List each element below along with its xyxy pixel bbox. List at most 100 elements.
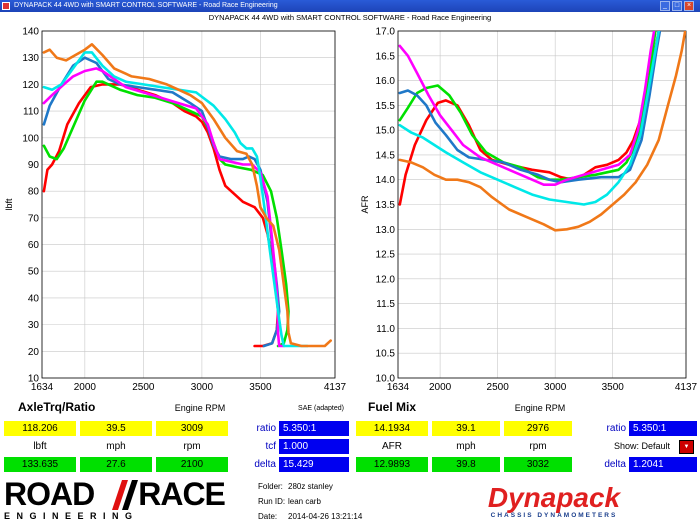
rre-logo-subtitle: ENGINEERING — [4, 511, 139, 521]
left-panel-heading: AxleTrq/Ratio — [18, 400, 96, 414]
right-delta-label: delta — [604, 459, 626, 470]
run-id-value: lean carb — [288, 497, 321, 506]
right-value2-mph: 39.8 — [432, 457, 500, 472]
left-unit-lbft: lbft — [33, 441, 47, 452]
torque-series-line-1 — [42, 83, 280, 348]
afr-y-tick-label: 12.5 — [376, 250, 396, 261]
run-id-label: Run ID: — [258, 497, 286, 506]
app-icon — [2, 2, 10, 10]
right-value2-rpm: 3032 — [504, 457, 572, 472]
afr-y-tick-label: 10.0 — [376, 374, 396, 385]
right-x-axis-label: Engine RPM — [514, 403, 566, 413]
afr-y-tick-label: 14.5 — [376, 150, 396, 161]
right-unit-afr: AFR — [382, 441, 402, 452]
afr-y-tick-label: 15.5 — [376, 101, 396, 112]
minimize-button[interactable]: _ — [660, 1, 670, 11]
tcf-label: tcf — [265, 441, 276, 452]
torque-y-axis-label: lbft — [4, 198, 14, 211]
dynapack-subtitle: CHASSIS DYNAMOMETERS — [490, 512, 618, 519]
torque-series-line-6 — [42, 43, 332, 348]
torque-y-tick-label: 120 — [22, 80, 39, 91]
close-icon: × — [686, 2, 692, 9]
date-value: 2014-04-26 13:21:14 — [288, 512, 363, 521]
torque-y-tick-label: 80 — [28, 187, 40, 198]
torque-x-tick-label: 3500 — [249, 382, 272, 393]
afr-x-tick-label: 3000 — [544, 382, 567, 393]
right-value-mph: 39.1 — [432, 421, 500, 436]
close-button[interactable]: × — [684, 1, 694, 11]
torque-y-tick-label: 140 — [22, 27, 39, 38]
maximize-button[interactable]: □ — [672, 1, 682, 11]
right-panel-heading: Fuel Mix — [368, 400, 417, 414]
afr-x-tick-label: 4137 — [675, 382, 698, 393]
afr-y-tick-label: 13.0 — [376, 225, 396, 236]
afr-y-tick-label: 17.0 — [376, 27, 396, 38]
dynapack-logo: Dynapack CHASSIS DYNAMOMETERS — [436, 484, 672, 522]
torque-y-tick-label: 10 — [28, 374, 40, 385]
left-ratio-label: ratio — [256, 423, 276, 434]
window-title: DYNAPACK 44 4WD with SMART CONTROL SOFTW… — [14, 2, 278, 9]
afr-x-tick-label: 2500 — [487, 382, 510, 393]
sae-note: SAE (adapted) — [298, 405, 344, 412]
charts-svg: 10 20 30 40 50 60 70 80 90 100 110 120 130 140 1634 200… — [4, 27, 698, 394]
right-delta-value[interactable]: 1.2041 — [629, 457, 697, 472]
rre-logo-wordmark: ROAD RACE — [4, 478, 244, 510]
afr-y-tick-label: 10.5 — [376, 349, 396, 360]
afr-y-tick-label: 16.0 — [376, 76, 396, 87]
chart-title: DYNAPACK 44 4WD with SMART CONTROL SOFTW… — [208, 13, 492, 22]
tcf-value[interactable]: 1.000 — [279, 439, 349, 454]
torque-x-tick-label: 4137 — [324, 382, 347, 393]
show-default-label: Show: Default — [614, 441, 671, 451]
torque-y-tick-label: 50 — [28, 267, 40, 278]
torque-y-tick-label: 20 — [28, 347, 40, 358]
left-delta-value[interactable]: 15.429 — [279, 457, 349, 472]
afr-y-tick-label: 11.5 — [376, 299, 395, 310]
rre-logo-road: ROAD — [4, 476, 95, 512]
rre-logo-race: RACE — [138, 476, 226, 512]
afr-series-line-3 — [398, 31, 662, 184]
left-value2-mph: 27.6 — [80, 457, 152, 472]
left-value2-rpm: 2100 — [156, 457, 228, 472]
afr-series-line-1 — [398, 31, 660, 206]
left-unit-mph: mph — [106, 441, 126, 452]
left-value2-torque: 133.635 — [4, 457, 76, 472]
afr-y-tick-label: 12.0 — [376, 274, 396, 285]
torque-x-tick-label: 3000 — [191, 382, 214, 393]
rre-slashes-icon — [112, 480, 138, 510]
left-ratio-value[interactable]: 5.350:1 — [279, 421, 349, 436]
right-value2-afr: 12.9893 — [356, 457, 428, 472]
folder-value: 280z stanley — [288, 482, 333, 491]
right-unit-mph: mph — [456, 441, 476, 452]
run-id-info: Run ID: lean carb — [258, 497, 321, 506]
minimize-icon: _ — [663, 2, 667, 9]
dropdown-arrow-icon: ▼ — [683, 444, 690, 450]
torque-x-tick-label: 2000 — [74, 382, 97, 393]
afr-y-axis-label: AFR — [360, 195, 370, 214]
title-bar: DYNAPACK 44 4WD with SMART CONTROL SOFTW… — [0, 0, 700, 12]
afr-y-tick-label: 11.0 — [376, 324, 395, 335]
afr-y-tick-label: 13.5 — [376, 200, 396, 211]
date-info: Date: 2014-04-26 13:21:14 — [258, 512, 362, 521]
torque-y-tick-label: 40 — [28, 293, 40, 304]
afr-y-tick-label: 16.5 — [376, 51, 396, 62]
left-value-torque: 118.206 — [4, 421, 76, 436]
torque-series-line-4 — [42, 67, 286, 348]
road-race-engineering-logo: ROAD RACE ENGINEERING — [4, 478, 244, 522]
left-value-mph: 39.5 — [80, 421, 152, 436]
left-unit-rpm: rpm — [183, 441, 201, 452]
left-value-rpm: 3009 — [156, 421, 228, 436]
show-dropdown-button[interactable]: ▼ — [679, 440, 694, 454]
left-x-axis-label: Engine RPM — [174, 403, 226, 413]
right-ratio-label: ratio — [606, 423, 626, 434]
torque-y-tick-label: 60 — [28, 240, 40, 251]
folder-label: Folder: — [258, 482, 283, 491]
torque-y-tick-label: 30 — [28, 320, 40, 331]
torque-plot-frame — [41, 30, 336, 379]
afr-series-line-4 — [398, 31, 656, 186]
folder-info: Folder: 280z stanley — [258, 482, 333, 491]
afr-x-tick-label: 3500 — [602, 382, 625, 393]
right-value-afr: 14.1934 — [356, 421, 428, 436]
date-label: Date: — [258, 512, 278, 521]
right-ratio-value[interactable]: 5.350:1 — [629, 421, 697, 436]
afr-series-line-5 — [398, 31, 660, 206]
